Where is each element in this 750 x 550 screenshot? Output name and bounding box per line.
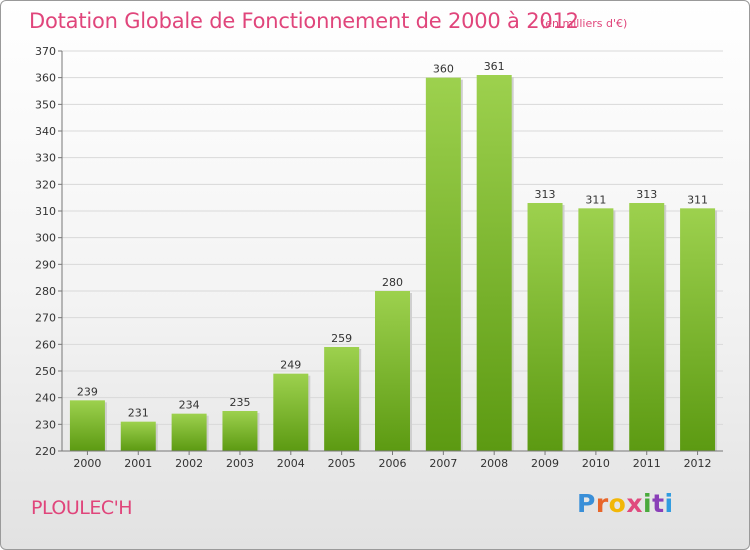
x-tick-label-2011: 2011 <box>633 457 661 470</box>
logo-letter: t <box>652 489 665 518</box>
x-tick-label-2008: 2008 <box>480 457 508 470</box>
x-tick-label-2002: 2002 <box>175 457 203 470</box>
x-tick-label-2006: 2006 <box>379 457 407 470</box>
data-label-2002: 234 <box>179 399 200 412</box>
data-label-2007: 360 <box>433 63 454 76</box>
bars <box>69 75 718 452</box>
data-label-2009: 313 <box>535 188 556 201</box>
y-tick-label: 360 <box>35 72 56 85</box>
bar-2011 <box>629 203 665 451</box>
logo-letter: P <box>577 489 596 518</box>
y-tick-label: 280 <box>35 285 56 298</box>
bar-2012 <box>680 208 716 451</box>
x-tick-label-2005: 2005 <box>328 457 356 470</box>
bar-2000 <box>69 400 105 451</box>
data-label-2000: 239 <box>77 385 98 398</box>
data-label-2010: 311 <box>585 193 606 206</box>
logo-letter: r <box>595 489 609 518</box>
y-tick-label: 220 <box>35 445 56 458</box>
data-label-2006: 280 <box>382 276 403 289</box>
y-tick-label: 340 <box>35 125 56 138</box>
data-label-2012: 311 <box>687 193 708 206</box>
y-tick-label: 290 <box>35 258 56 271</box>
logo-letter: i <box>643 489 653 518</box>
labels: 220 230 240 250 260 270 280 290 300 310 320 330 340 3… <box>35 45 712 470</box>
x-tick-label-2000: 2000 <box>73 457 101 470</box>
proxiti-logo[interactable]: Proxiti <box>577 489 674 518</box>
y-tick-label: 270 <box>35 312 56 325</box>
bar-2004 <box>273 373 309 451</box>
axes <box>58 50 723 455</box>
commune-name: PLOULEC'H <box>31 497 133 519</box>
bar-2006 <box>375 291 410 451</box>
y-tick-label: 310 <box>35 205 56 218</box>
data-label-2005: 259 <box>331 332 352 345</box>
y-tick-label: 320 <box>35 178 56 191</box>
data-label-2001: 231 <box>128 407 149 420</box>
x-tick-label-2001: 2001 <box>124 457 152 470</box>
x-tick-label-2007: 2007 <box>429 457 457 470</box>
logo-letter: x <box>626 489 643 518</box>
y-tick-label: 370 <box>35 45 56 58</box>
unit-note: (en milliers d'€) <box>541 17 628 30</box>
data-label-2004: 249 <box>280 359 301 372</box>
y-tick-label: 230 <box>35 418 56 431</box>
x-tick-label-2009: 2009 <box>531 457 559 470</box>
x-tick-label-2012: 2012 <box>684 457 712 470</box>
data-label-2011: 313 <box>636 188 657 201</box>
data-label-2008: 361 <box>484 60 505 73</box>
y-tick-label: 240 <box>35 392 56 405</box>
bar-2002 <box>171 413 207 451</box>
bar-2007 <box>425 77 461 452</box>
bar-2008 <box>476 75 512 451</box>
data-label-2003: 235 <box>229 396 250 409</box>
x-tick-label-2003: 2003 <box>226 457 254 470</box>
y-tick-label: 350 <box>35 98 56 111</box>
bar-2009 <box>527 203 563 451</box>
bar-2003 <box>222 411 258 451</box>
logo-letter: i <box>664 489 674 518</box>
y-tick-label: 260 <box>35 338 56 351</box>
bar-2005 <box>324 347 360 451</box>
chart-title: Dotation Globale de Fonctionnement de 20… <box>29 9 579 33</box>
bar-2010 <box>578 208 614 451</box>
y-tick-label: 250 <box>35 365 56 378</box>
y-tick-label: 330 <box>35 152 56 165</box>
y-tick-label: 300 <box>35 232 56 245</box>
x-tick-label-2010: 2010 <box>582 457 610 470</box>
logo-letter: o <box>608 489 627 518</box>
bar-2001 <box>120 421 156 451</box>
x-tick-label-2004: 2004 <box>277 457 305 470</box>
